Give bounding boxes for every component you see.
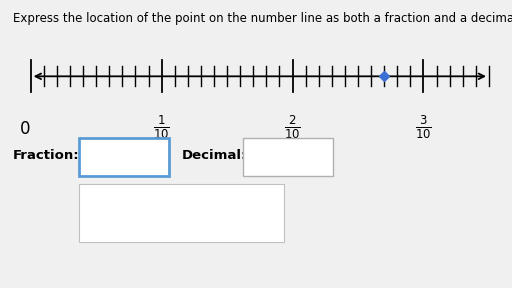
FancyBboxPatch shape [243,138,333,176]
Text: Fraction:: Fraction: [13,149,79,162]
Text: 0: 0 [20,120,31,138]
Text: Decimal:: Decimal: [182,149,247,162]
Text: $\frac{1}{10}$: $\frac{1}{10}$ [153,114,170,141]
Text: $\frac{2}{10}$: $\frac{2}{10}$ [284,114,301,141]
FancyBboxPatch shape [79,184,284,242]
Text: a simplified: a simplified [89,206,165,220]
Text: Express the location of the point on the number line as both a fraction and a de: Express the location of the point on the… [13,12,512,24]
Text: proper: proper [132,206,180,220]
FancyBboxPatch shape [79,138,169,176]
Text: $\frac{3}{10}$: $\frac{3}{10}$ [415,114,432,141]
Text: fraction, like 3/5: fraction, like 3/5 [159,206,265,220]
